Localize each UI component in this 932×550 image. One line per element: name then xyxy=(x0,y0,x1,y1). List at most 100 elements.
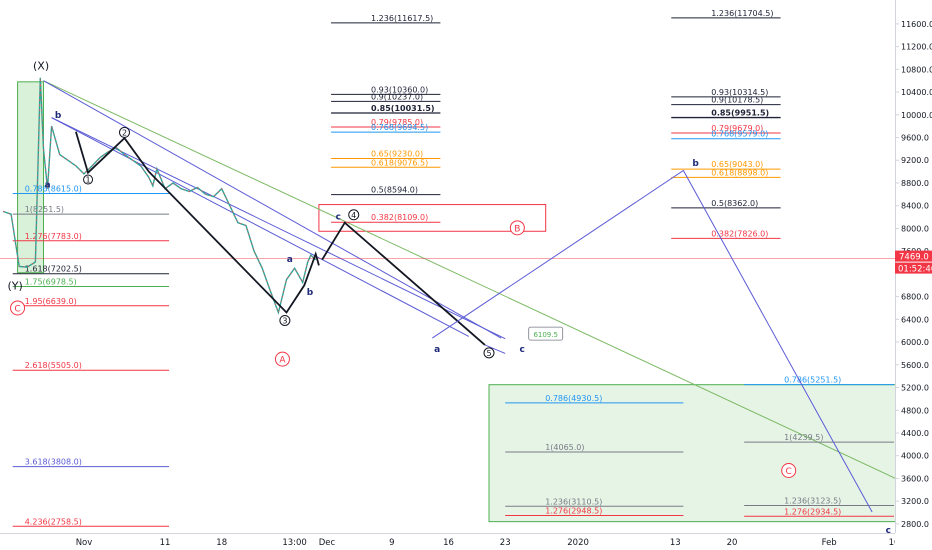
fib-level-label: 0.65(9043.0) xyxy=(711,160,763,169)
wave-label-a: a xyxy=(45,181,51,191)
fib-level-label: 2.618(5505.0) xyxy=(25,361,82,370)
fib-level-label: 0.85(9951.5) xyxy=(711,109,769,118)
wave-label-2: 2 xyxy=(122,128,127,137)
x-tick-label: 20 xyxy=(727,538,738,548)
wave-label-(Y): (Y) xyxy=(7,279,22,292)
fib-level-label: 1.75(6978.5) xyxy=(25,277,77,286)
fib-level-label: 1.236(3110.5) xyxy=(545,497,602,506)
y-tick-label: 10000.0 xyxy=(901,111,932,120)
y-axis[interactable]: 11600.0 11200.0 10800.0 10400.0 10000.0 9600.… xyxy=(895,0,932,550)
wave-label-1: 1 xyxy=(86,176,91,185)
wave-label-A: A xyxy=(279,356,286,366)
impulse-wave-path xyxy=(75,131,320,314)
trendline xyxy=(51,117,506,340)
y-tick-label: 8000.0 xyxy=(901,224,929,233)
fib-level-label: 1(8251.5) xyxy=(25,205,64,214)
fib-level-label: 0.786(4930.5) xyxy=(545,394,602,403)
y-tick-label: 6800.0 xyxy=(901,293,929,302)
wave-label-b: b xyxy=(55,111,62,121)
fib-level-label: 1.276(7783.0) xyxy=(25,232,82,241)
fib-level-label: 1.236(3123.5) xyxy=(784,497,841,506)
fib-level-label: 0.382(8109.0) xyxy=(371,213,428,222)
y-tick-label: 4000.0 xyxy=(901,452,929,461)
fib-level-label: 0.65(9230.0) xyxy=(371,150,423,159)
wave-label-B: B xyxy=(514,224,520,234)
wave-label-3: 3 xyxy=(282,316,287,325)
x-axis: Nov 11 18 13:00 Dec 9 16 23 2020 13 20 Feb 10 xyxy=(0,533,932,550)
trendline xyxy=(51,117,469,337)
fib-level-label: 0.618(9076.5) xyxy=(371,158,428,167)
y-tick-label: 11200.0 xyxy=(901,43,932,52)
x-tick-label: 11 xyxy=(160,538,171,548)
y-tick-label: 4400.0 xyxy=(901,429,929,438)
projected-wave-extension xyxy=(484,344,506,354)
fib-level-label: 1.236(11617.5) xyxy=(371,14,433,23)
current-price-label: 7469.0 xyxy=(899,253,929,263)
x-tick-label: 13 xyxy=(670,538,681,548)
fib-level-label: 0.786(8615.0) xyxy=(25,184,82,193)
wave-label-c: c xyxy=(336,212,341,222)
y-tick-label: 5600.0 xyxy=(901,361,929,370)
y-axis-background xyxy=(895,0,932,550)
fib-level-label: 1.276(2948.5) xyxy=(545,506,602,515)
trendlines xyxy=(0,80,932,497)
x-tick-label: 10 xyxy=(889,538,900,548)
y-tick-label: 9600.0 xyxy=(901,134,929,143)
fib-level-label: 0.93(10360.0) xyxy=(371,85,428,94)
x-axis-background xyxy=(0,533,932,550)
fib-level-label: 0.768(9579.0) xyxy=(711,130,768,139)
fib-level-label: 0.9(10237.0) xyxy=(371,92,423,101)
price-line-shadow xyxy=(2,77,316,314)
y-tick-label: 9200.0 xyxy=(901,156,929,165)
y-tick-label: 8400.0 xyxy=(901,202,929,211)
fib-level-label: 1.95(6639.0) xyxy=(25,297,77,306)
fib-level-label: 0.768(9694.5) xyxy=(371,123,428,132)
fib-level-label: 0.9(10178.5) xyxy=(711,96,763,105)
wave-label-5: 5 xyxy=(486,349,491,358)
x-tick-label: 9 xyxy=(389,538,394,548)
fib-level-label: 0.5(8362.0) xyxy=(711,199,758,208)
fib-level-label: 0.79(9785.0) xyxy=(371,118,423,127)
fib-level-label: 1(4239.5) xyxy=(784,433,823,442)
y-tick-label: 8800.0 xyxy=(901,179,929,188)
wave-count-paths xyxy=(75,131,873,513)
fib-level-label: 1.276(2934.5) xyxy=(784,507,841,516)
y-tick-label: 10400.0 xyxy=(901,88,932,97)
x-tick-label: 16 xyxy=(443,538,454,548)
wave-circle-red xyxy=(274,351,290,367)
wave-label-a: a xyxy=(287,255,293,265)
current-price-badge xyxy=(895,250,932,262)
fib-level-label: 0.786(5251.5) xyxy=(784,376,841,385)
y-tick-label: 3200.0 xyxy=(901,497,929,506)
wave-label-b: b xyxy=(307,288,314,298)
wave-label-4: 4 xyxy=(351,211,356,220)
x-tick-label: Feb xyxy=(822,538,837,548)
wave-label-(X): (X) xyxy=(33,59,49,72)
callout-box xyxy=(528,326,564,341)
wave-labels: (X) (Y) b a 1 2 3 4 5 a b c a c b c C A B C xyxy=(7,59,891,536)
green-target-box xyxy=(488,384,932,523)
x-tick-label: 13:00 xyxy=(282,538,307,548)
fib-level-label: 4.236(2758.5) xyxy=(25,517,82,526)
y-tick-label: 5200.0 xyxy=(901,384,929,393)
x-tick-label: 2020 xyxy=(567,538,589,548)
wave-circle-marker xyxy=(348,209,360,221)
y-tick-label: 3600.0 xyxy=(901,474,929,483)
x-tick-label: 18 xyxy=(216,538,227,548)
wave-label-c: c xyxy=(886,526,891,536)
fib-level-label: 0.618(8898.0) xyxy=(711,168,768,177)
projected-wave-path xyxy=(321,221,486,346)
fib-level-label: 0.79(9679.0) xyxy=(711,124,763,133)
trendline xyxy=(43,80,932,497)
fib-level-label: 1.236(11704.5) xyxy=(711,9,773,18)
fib-level-label: 0.5(8594.0) xyxy=(371,186,418,195)
fib-level-label: 3.618(3808.0) xyxy=(25,458,82,467)
fibonacci-levels: 1.236(11617.5) 0.93(10360.0)0.9(10237.0) 0… xyxy=(12,9,894,527)
wave-label-C: C xyxy=(14,304,20,314)
wave-circle-marker xyxy=(483,347,495,359)
red-zone-box xyxy=(318,204,547,232)
wave-circle-marker xyxy=(119,126,130,138)
price-callout: 6109.5 xyxy=(528,326,564,341)
y-tick-label: 4800.0 xyxy=(901,406,929,415)
